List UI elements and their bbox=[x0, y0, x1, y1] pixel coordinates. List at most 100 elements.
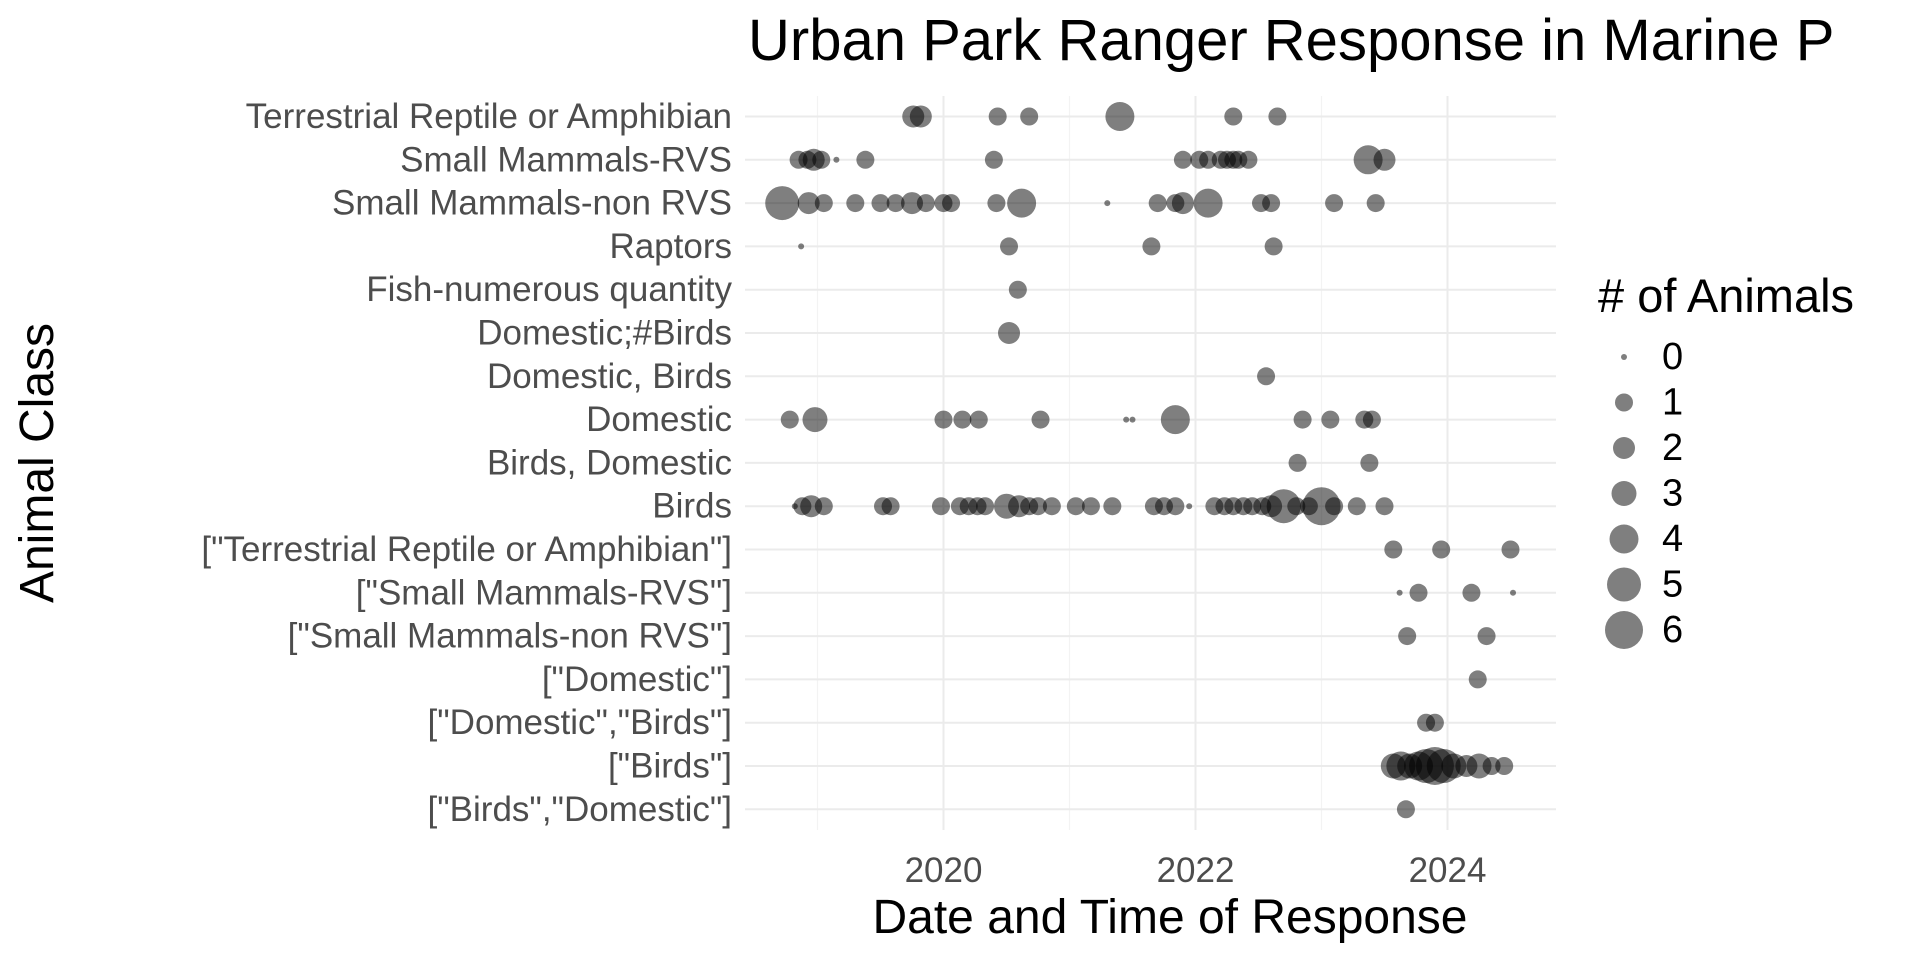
data-point bbox=[1007, 188, 1037, 218]
y-tick-label: ["Small Mammals-RVS"] bbox=[356, 573, 732, 612]
legend-key bbox=[1613, 437, 1635, 459]
x-tick-label: 2020 bbox=[905, 851, 983, 890]
data-point bbox=[1325, 194, 1344, 213]
data-point bbox=[1375, 497, 1394, 516]
data-point bbox=[765, 186, 800, 221]
data-point bbox=[1293, 410, 1312, 429]
data-point bbox=[1268, 107, 1287, 126]
y-tick-label: ["Domestic"] bbox=[542, 660, 732, 699]
data-point bbox=[988, 107, 1007, 126]
y-tick-label: Raptors bbox=[609, 227, 732, 266]
legend-label: 2 bbox=[1662, 427, 1683, 469]
x-tick-labels: 2020 2022 2024 bbox=[905, 851, 1487, 890]
data-point bbox=[1129, 416, 1136, 423]
data-point bbox=[1482, 757, 1501, 775]
data-point bbox=[1360, 453, 1379, 472]
data-point bbox=[1373, 148, 1396, 171]
legend-key bbox=[1609, 524, 1639, 554]
y-tick-label: Domestic, Birds bbox=[487, 357, 732, 396]
data-point bbox=[1425, 713, 1444, 732]
data-point bbox=[797, 192, 820, 215]
data-point bbox=[901, 192, 923, 215]
y-tick-label: Domestic bbox=[586, 400, 732, 439]
data-point bbox=[1366, 194, 1385, 213]
data-point bbox=[998, 322, 1021, 344]
data-point bbox=[1186, 503, 1193, 510]
data-point bbox=[1362, 410, 1381, 429]
data-point bbox=[1104, 200, 1111, 207]
data-point bbox=[1302, 487, 1341, 526]
data-point bbox=[1193, 188, 1223, 218]
data-point bbox=[909, 105, 932, 128]
legend-key bbox=[1611, 481, 1637, 506]
y-tick-label: Domestic;#Birds bbox=[477, 314, 732, 353]
data-point bbox=[1384, 540, 1403, 559]
legend-key bbox=[1607, 567, 1641, 602]
data-point bbox=[1262, 194, 1281, 213]
legend-label: 3 bbox=[1662, 473, 1683, 515]
x-tick-label: 2024 bbox=[1409, 851, 1487, 890]
chart-title: Urban Park Ranger Response in Marine P bbox=[748, 8, 1834, 73]
y-tick-label: Small Mammals-RVS bbox=[400, 140, 732, 179]
data-point bbox=[846, 194, 865, 213]
legend-label: 1 bbox=[1662, 382, 1683, 424]
data-point bbox=[1409, 583, 1428, 602]
y-tick-label: Birds bbox=[652, 487, 732, 526]
data-point bbox=[812, 150, 831, 169]
legend-title: # of Animals bbox=[1598, 269, 1854, 322]
data-point bbox=[953, 410, 972, 429]
data-point bbox=[1347, 497, 1366, 516]
data-point bbox=[916, 194, 935, 213]
data-point bbox=[1398, 627, 1417, 646]
data-point bbox=[1103, 497, 1122, 516]
data-point bbox=[1160, 405, 1190, 435]
data-point bbox=[1462, 583, 1481, 602]
data-point bbox=[1510, 589, 1517, 596]
data-point bbox=[1495, 757, 1514, 775]
legend-label: 0 bbox=[1662, 336, 1683, 378]
data-point bbox=[814, 194, 833, 213]
data-point bbox=[969, 410, 988, 429]
data-point bbox=[1266, 489, 1301, 524]
legend-label: 6 bbox=[1662, 609, 1683, 651]
y-axis-title: Animal Class bbox=[11, 323, 64, 603]
y-tick-label: ["Birds","Domestic"] bbox=[428, 790, 732, 829]
data-point bbox=[942, 194, 961, 213]
x-tick-label: 2022 bbox=[1157, 851, 1235, 890]
data-point bbox=[1008, 280, 1027, 299]
y-tick-label: Terrestrial Reptile or Amphibian bbox=[246, 97, 732, 136]
data-point bbox=[1173, 150, 1192, 169]
legend-key bbox=[1615, 393, 1633, 412]
data-point bbox=[814, 497, 833, 516]
data-point bbox=[1477, 627, 1496, 646]
data-point bbox=[1166, 497, 1185, 516]
data-point bbox=[1066, 497, 1085, 516]
data-point bbox=[798, 243, 805, 250]
y-tick-label: ["Birds"] bbox=[608, 747, 732, 786]
data-point bbox=[1239, 150, 1258, 169]
legend-key bbox=[1605, 611, 1643, 649]
data-point bbox=[1257, 367, 1276, 386]
data-point bbox=[1171, 192, 1194, 215]
y-tick-label: ["Small Mammals-non RVS"] bbox=[288, 617, 732, 656]
data-point bbox=[1432, 540, 1451, 559]
data-point bbox=[1148, 194, 1167, 213]
legend-key bbox=[1621, 354, 1627, 360]
data-point bbox=[1396, 800, 1415, 819]
y-tick-labels: Terrestrial Reptile or Amphibian Small Ma… bbox=[201, 97, 732, 829]
data-point bbox=[871, 194, 890, 213]
data-point bbox=[802, 407, 828, 433]
data-point bbox=[934, 410, 953, 429]
data-point bbox=[1199, 150, 1218, 169]
data-point bbox=[1353, 145, 1383, 175]
data-point bbox=[1321, 410, 1340, 429]
data-point bbox=[1288, 453, 1307, 472]
data-point bbox=[1142, 237, 1161, 256]
legend-label: 4 bbox=[1662, 518, 1683, 560]
y-tick-label: ["Terrestrial Reptile or Amphibian"] bbox=[201, 530, 732, 569]
y-tick-label: ["Domestic","Birds"] bbox=[428, 703, 732, 742]
data-point bbox=[1264, 237, 1283, 256]
data-point bbox=[987, 194, 1006, 213]
